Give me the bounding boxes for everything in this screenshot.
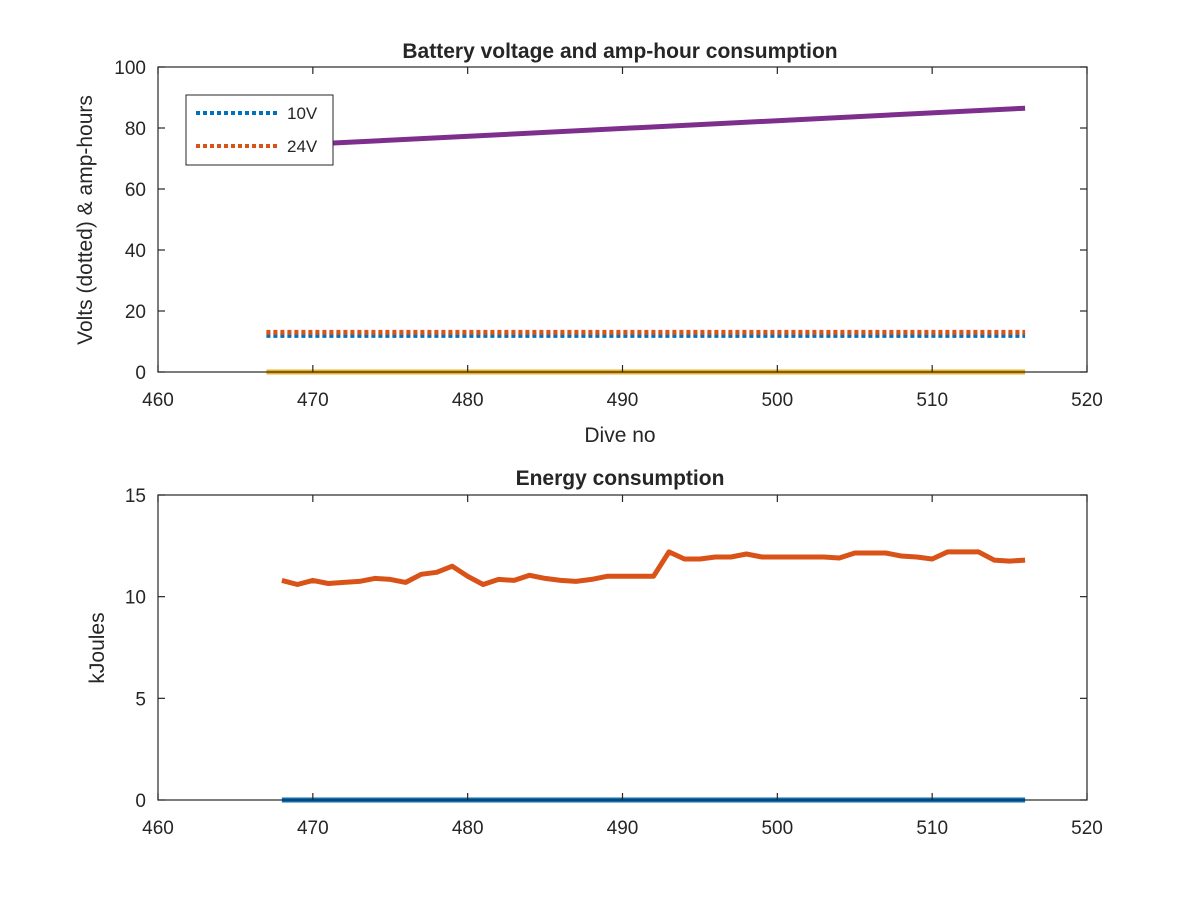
x-tick-label: 500 — [761, 818, 793, 839]
y-tick-label: 15 — [125, 486, 146, 507]
y-tick-label: 40 — [125, 241, 146, 262]
y-tick-label: 100 — [114, 58, 146, 79]
y-tick-label: 0 — [135, 791, 146, 812]
chart-title: Energy consumption — [516, 467, 725, 490]
x-tick-label: 480 — [452, 818, 484, 839]
x-tick-label: 470 — [297, 818, 329, 839]
chart-energy: Energy consumption 460 470 480 490 500 510 520… — [86, 467, 1103, 839]
x-tick-label: 490 — [607, 390, 639, 411]
axes-box — [157, 494, 1088, 801]
tick-group: 460 470 480 490 500 510 520 0 20 40 60 80 100 — [114, 58, 1103, 411]
chart-battery: Battery voltage and amp-hour consumption… — [74, 40, 1103, 447]
legend-box — [185, 94, 334, 166]
series-line-purple — [328, 105, 1026, 146]
y-tick-label: 10 — [125, 588, 146, 609]
series-group — [266, 105, 1026, 375]
x-tick-label: 500 — [761, 390, 793, 411]
legend: 10V 24V — [185, 94, 334, 166]
chart-title: Battery voltage and amp-hour consumption — [402, 40, 837, 63]
y-tick-label: 5 — [135, 689, 146, 710]
x-tick-label: 480 — [452, 390, 484, 411]
x-tick-label: 520 — [1071, 818, 1103, 839]
x-tick-label: 510 — [916, 818, 948, 839]
y-axis-label: kJoules — [86, 612, 109, 683]
legend-label-24v: 24V — [287, 137, 318, 156]
x-tick-label: 510 — [916, 390, 948, 411]
x-tick-label: 490 — [607, 818, 639, 839]
x-tick-label: 460 — [142, 818, 174, 839]
x-tick-label: 520 — [1071, 390, 1103, 411]
y-tick-label: 60 — [125, 180, 146, 201]
x-tick-label: 470 — [297, 390, 329, 411]
y-tick-label: 20 — [125, 302, 146, 323]
y-tick-label: 0 — [135, 363, 146, 384]
series-group — [281, 549, 1026, 803]
y-axis-label: Volts (dotted) & amp-hours — [74, 95, 97, 345]
x-axis-label: Dive no — [584, 424, 655, 447]
series-line-orange — [281, 549, 1026, 587]
legend-label-10v: 10V — [287, 104, 318, 123]
y-tick-label: 80 — [125, 119, 146, 140]
x-tick-label: 460 — [142, 390, 174, 411]
